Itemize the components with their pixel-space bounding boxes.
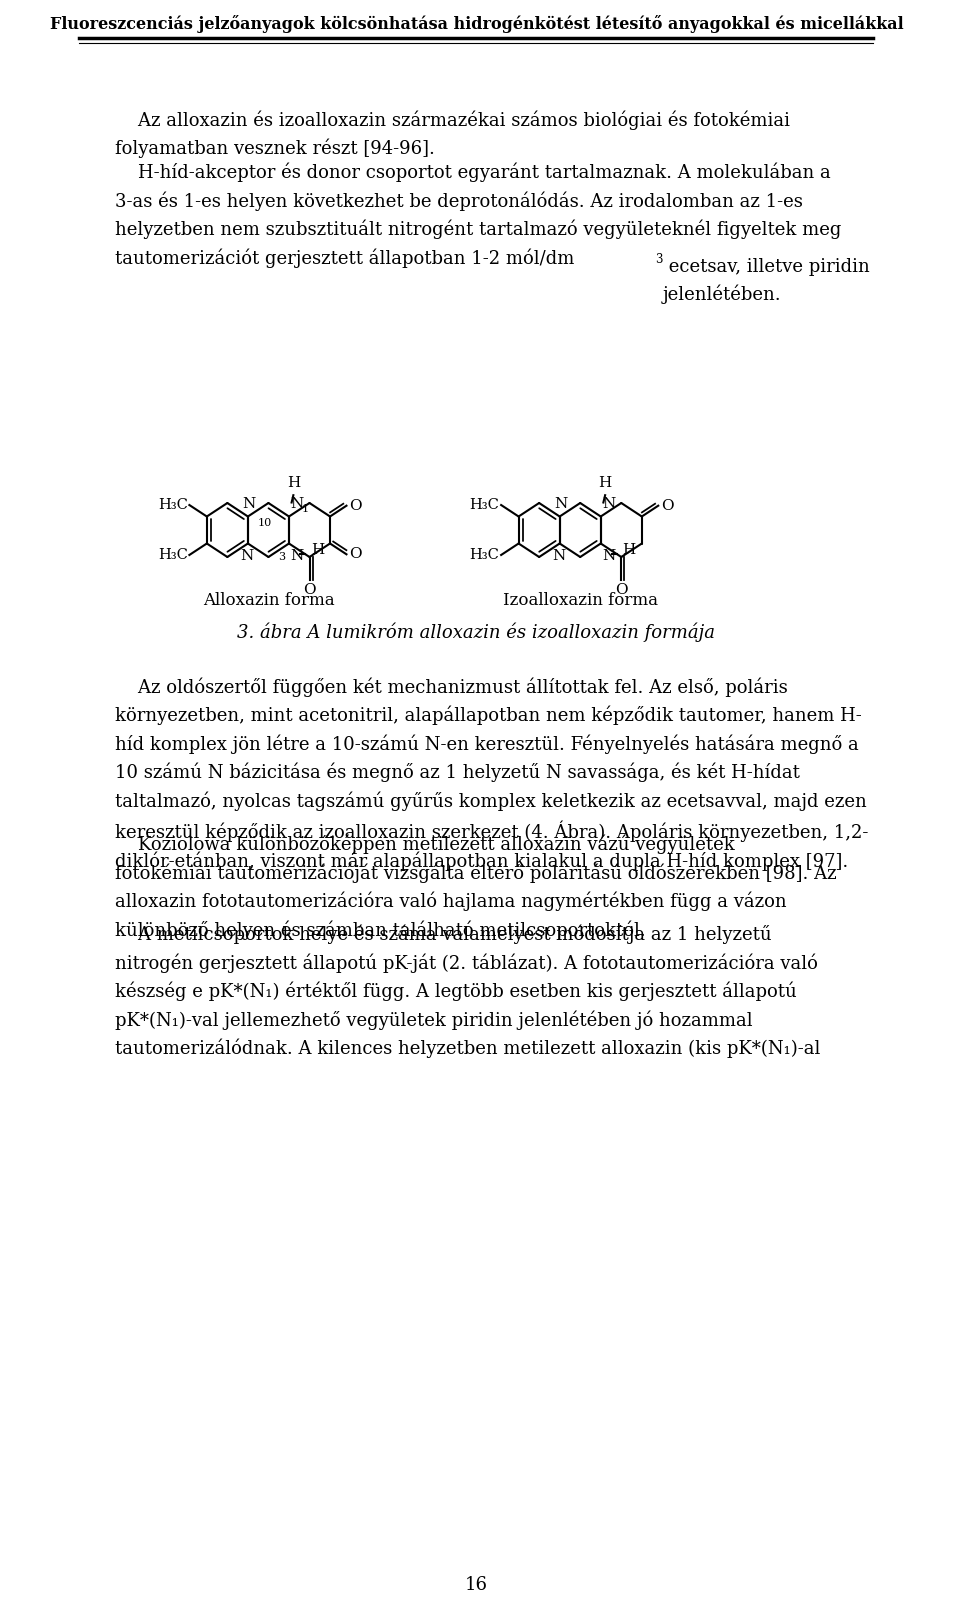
Text: N: N <box>554 498 567 512</box>
Text: H₃C: H₃C <box>157 498 187 512</box>
Text: O: O <box>615 583 628 596</box>
Text: Az alloxazin és izoalloxazin származékai számos biológiai és fotokémiai
folyamat: Az alloxazin és izoalloxazin származékai… <box>114 110 789 158</box>
Text: N: N <box>242 498 255 512</box>
Text: A metilcsoportok helye és száma valamelyest módosítja az 1 helyzetű
nitrogén ger: A metilcsoportok helye és száma valamely… <box>114 924 820 1058</box>
Text: H-híd-akceptor és donor csoportot egyaránt tartalmaznak. A molekulában a
3-as és: H-híd-akceptor és donor csoportot egyará… <box>114 163 841 268</box>
Text: O: O <box>660 499 674 512</box>
Text: 3: 3 <box>656 254 663 267</box>
Text: Az oldószertől függően két mechanizmust állítottak fel. Az első, poláris
környez: Az oldószertől függően két mechanizmust … <box>114 677 868 871</box>
Text: ecetsav, illetve piridin
jelenlétében.: ecetsav, illetve piridin jelenlétében. <box>662 259 870 304</box>
Text: O: O <box>349 499 362 512</box>
Text: N: N <box>603 548 615 562</box>
Text: Alloxazin forma: Alloxazin forma <box>203 591 334 609</box>
Text: N: N <box>603 498 615 512</box>
Text: H: H <box>287 477 300 490</box>
Text: 10: 10 <box>257 519 272 528</box>
Text: H₃C: H₃C <box>157 548 187 562</box>
Text: Izoalloxazin forma: Izoalloxazin forma <box>503 591 658 609</box>
Text: N: N <box>291 548 304 562</box>
Text: Fluoreszcenciás jelzőanyagok kölcsönhatása hidrogénkötést létesítő anyagokkal és: Fluoreszcenciás jelzőanyagok kölcsönhatá… <box>50 15 903 32</box>
Text: O: O <box>349 548 362 561</box>
Text: H: H <box>598 477 612 490</box>
Text: H₃C: H₃C <box>469 548 499 562</box>
Text: Koziolowa különbözőképpen metilezett alloxazin vázú vegyületek
fotokémiai tautom: Koziolowa különbözőképpen metilezett all… <box>114 834 836 939</box>
Text: O: O <box>303 583 316 596</box>
Text: 3: 3 <box>278 551 285 561</box>
Text: H₃C: H₃C <box>469 498 499 512</box>
Text: 16: 16 <box>465 1576 488 1593</box>
Text: N: N <box>291 498 304 512</box>
Text: 3. ábra A lumikróm alloxazin és izoalloxazin formája: 3. ábra A lumikróm alloxazin és izoallox… <box>237 622 715 642</box>
Text: N: N <box>552 548 565 562</box>
Text: N: N <box>240 548 253 562</box>
Text: 1: 1 <box>301 504 308 514</box>
Text: H: H <box>623 543 636 558</box>
Text: H: H <box>311 543 324 558</box>
